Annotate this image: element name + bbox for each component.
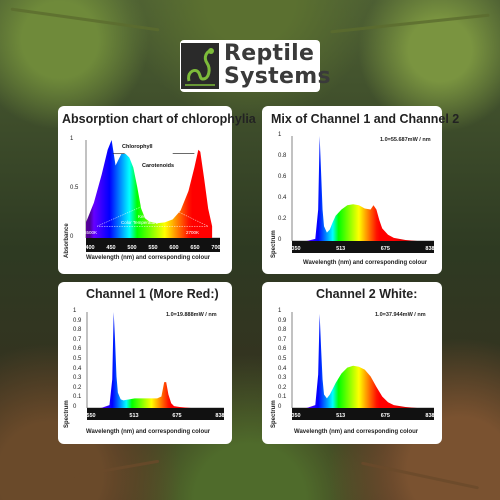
y-tick-label: 0.3 bbox=[278, 375, 287, 382]
y-tick-label: 0 bbox=[70, 234, 74, 240]
channel-2-spectrum-chart: 350 513 675 838 bbox=[291, 312, 435, 420]
chart-title: Channel 1 (More Red:) bbox=[86, 287, 219, 301]
y-tick-label: 1 bbox=[70, 136, 74, 142]
spectrum-area bbox=[86, 140, 213, 238]
spectrum-area bbox=[87, 312, 224, 408]
y-tick-label: 0.9 bbox=[278, 317, 287, 324]
x-tick-label: 675 bbox=[172, 413, 181, 419]
annotation-color-temperature: Color Temperature bbox=[121, 220, 159, 225]
x-tick-label: 838 bbox=[425, 413, 434, 419]
annotation-2700k: 2700K bbox=[186, 230, 200, 235]
x-tick-label: 838 bbox=[215, 413, 224, 419]
y-tick-label: 0.6 bbox=[73, 346, 82, 353]
x-tick-label: 400 bbox=[85, 245, 94, 251]
x-tick-label: 700 bbox=[211, 245, 220, 251]
brand-name-line2: Systems bbox=[224, 64, 331, 89]
y-tick-label: 0.6 bbox=[278, 346, 287, 353]
x-tick-label: 550 bbox=[148, 245, 157, 251]
y-tick-label: 1 bbox=[278, 308, 282, 314]
y-tick-label: 0 bbox=[278, 237, 282, 243]
channel-1-spectrum-chart: 550 513 675 838 bbox=[86, 312, 225, 420]
x-tick-label: 600 bbox=[169, 245, 178, 251]
x-axis-label: Wavelength (nm) and corresponding colour bbox=[294, 429, 419, 435]
kelvin-triangle bbox=[96, 200, 209, 227]
brand-name-line1: Reptile bbox=[224, 41, 315, 66]
x-axis-label: Wavelength (nm) and corresponding colour bbox=[303, 260, 428, 266]
power-note: 1.0=55.687mW / nm bbox=[380, 137, 431, 143]
chart-title: Mix of Channel 1 and Channel 2 bbox=[271, 112, 460, 126]
absorption-chart: 400 450 500 550 600 650 700 bbox=[85, 140, 221, 252]
annotation-chlorophyll: Chlorophyll bbox=[122, 144, 153, 150]
y-tick-label: 0.8 bbox=[278, 153, 287, 159]
power-note: 1.0=37.944mW / nm bbox=[375, 312, 426, 318]
y-tick-label: 0.1 bbox=[278, 394, 287, 401]
y-tick-label: 0.8 bbox=[278, 327, 287, 334]
x-tick-label: 675 bbox=[381, 246, 390, 252]
spectrum-area bbox=[292, 313, 434, 408]
x-tick-label: 500 bbox=[127, 245, 136, 251]
annotation-carotenoids: Carotenoids bbox=[142, 163, 175, 169]
y-tick-label: 0.7 bbox=[73, 336, 82, 343]
y-tick-label: 0.2 bbox=[73, 384, 82, 391]
x-tick-label: 513 bbox=[336, 413, 345, 419]
y-tick-label: 0.9 bbox=[73, 317, 82, 324]
y-tick-label: 0.8 bbox=[73, 327, 82, 334]
y-tick-label: 0.2 bbox=[278, 384, 287, 391]
wavelength-axis-bar bbox=[292, 408, 434, 420]
x-tick-label: 350 bbox=[291, 413, 300, 419]
annotation-4000k: 4000K bbox=[148, 192, 162, 197]
y-tick-label: 1 bbox=[73, 308, 77, 314]
x-tick-label: 450 bbox=[106, 245, 115, 251]
spectrum-area bbox=[292, 136, 434, 241]
y-tick-label: 0.3 bbox=[73, 375, 82, 382]
reptile-logo-icon bbox=[181, 43, 219, 89]
wavelength-axis-bar bbox=[86, 238, 220, 252]
x-tick-label: 838 bbox=[425, 246, 434, 252]
x-tick-label: 513 bbox=[129, 413, 138, 419]
y-axis-label: Absorbance bbox=[64, 223, 70, 258]
chart-title: Channel 2 White: bbox=[316, 287, 418, 301]
x-axis-label: Wavelength (nm) and corresponding colour bbox=[86, 429, 211, 435]
y-tick-label: 0.5 bbox=[73, 356, 82, 362]
y-axis-label: Spectrum bbox=[271, 400, 277, 428]
x-tick-label: 550 bbox=[86, 413, 95, 419]
y-tick-label: 0 bbox=[278, 404, 282, 410]
wavelength-axis-bar bbox=[292, 241, 434, 253]
y-axis-label: Spectrum bbox=[271, 230, 277, 258]
y-tick-label: 0.7 bbox=[278, 336, 287, 343]
y-tick-label: 0.5 bbox=[278, 356, 287, 362]
y-tick-label: 0.6 bbox=[278, 174, 287, 180]
y-tick-label: 0.1 bbox=[73, 394, 82, 401]
wavelength-axis-bar bbox=[87, 408, 224, 420]
x-axis-label: Wavelength (nm) and corresponding colour bbox=[86, 255, 211, 261]
power-note: 1.0=19.888mW / nm bbox=[166, 312, 217, 318]
annotation-kelvin: Kelvin bbox=[138, 214, 151, 219]
chart-title: Absorption chart of chlorophylia bbox=[62, 112, 256, 126]
y-tick-label: 0.4 bbox=[278, 365, 287, 372]
x-tick-label: 650 bbox=[190, 245, 199, 251]
y-axis-label: Spectrum bbox=[64, 400, 70, 428]
mix-spectrum-chart: 350 513 675 838 bbox=[291, 136, 435, 253]
x-tick-label: 513 bbox=[336, 246, 345, 252]
y-tick-label: 0.5 bbox=[70, 185, 79, 191]
y-tick-label: 0.2 bbox=[278, 216, 287, 222]
y-tick-label: 1 bbox=[278, 132, 282, 138]
annotation-6500k: 6500K bbox=[84, 230, 98, 235]
x-tick-label: 675 bbox=[381, 413, 390, 419]
x-tick-label: 350 bbox=[291, 246, 300, 252]
y-tick-label: 0.4 bbox=[73, 365, 82, 372]
y-tick-label: 0.4 bbox=[278, 195, 287, 201]
y-tick-label: 0 bbox=[73, 404, 77, 410]
